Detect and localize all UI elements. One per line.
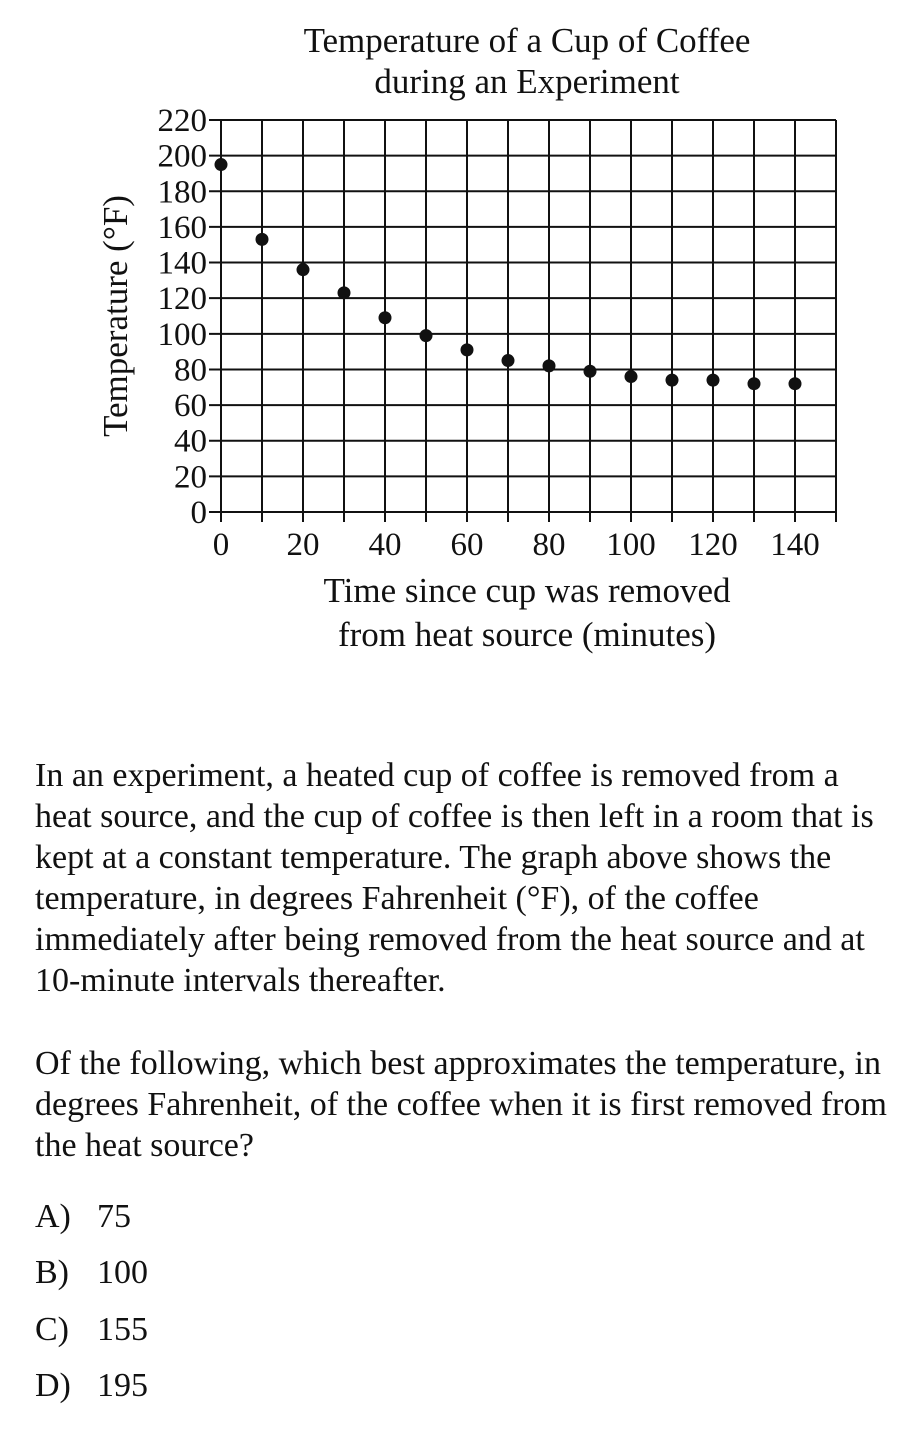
data-point (378, 311, 392, 325)
x-tick-label: 100 (606, 527, 656, 563)
y-tick-label: 140 (158, 246, 208, 282)
data-point (583, 364, 597, 378)
data-point (665, 373, 679, 387)
question-prompt: Of the following, which best approximate… (35, 1045, 887, 1164)
y-axis-label: Temperature (°F) (96, 195, 135, 437)
choice-value: 100 (97, 1254, 148, 1291)
x-tick-label: 140 (770, 527, 820, 563)
answer-choice-d[interactable]: D) 195 (35, 1366, 148, 1406)
y-tick-label: 160 (158, 210, 208, 246)
question-context: In an experiment, a heated cup of coffee… (35, 757, 874, 999)
x-tick-label: 20 (287, 527, 320, 563)
y-tick-label: 180 (158, 174, 208, 210)
y-tick-label: 200 (158, 139, 208, 175)
answer-choice-a[interactable]: A) 75 (35, 1197, 131, 1237)
x-tick-label: 80 (533, 527, 566, 563)
choice-letter: A) (35, 1198, 71, 1235)
y-tick-label: 0 (191, 495, 208, 531)
data-point (788, 377, 802, 391)
data-point (337, 286, 351, 300)
choice-value: 75 (97, 1198, 131, 1235)
y-tick-label: 80 (174, 352, 207, 388)
data-point (747, 377, 761, 391)
data-point (296, 263, 310, 277)
data-point (214, 158, 228, 172)
data-point (542, 359, 556, 373)
x-tick-label: 60 (451, 527, 484, 563)
x-axis-label: from heat source (minutes) (338, 615, 716, 654)
answer-choice-b[interactable]: B) 100 (35, 1253, 148, 1293)
data-point (501, 354, 515, 368)
data-point (419, 329, 433, 343)
data-point (460, 343, 474, 357)
x-tick-label: 40 (369, 527, 402, 563)
y-tick-label: 20 (174, 459, 207, 495)
x-tick-label: 0 (213, 527, 230, 563)
y-tick-label: 60 (174, 388, 207, 424)
chart-title: Temperature of a Cup of Coffee (304, 21, 751, 60)
choice-value: 195 (97, 1367, 148, 1404)
y-tick-label: 220 (158, 103, 208, 139)
y-tick-label: 40 (174, 424, 207, 460)
y-tick-label: 100 (158, 317, 208, 353)
choice-letter: C) (35, 1311, 69, 1348)
choice-letter: B) (35, 1254, 69, 1291)
data-point (706, 373, 720, 387)
y-tick-label: 120 (158, 281, 208, 317)
answer-choice-c[interactable]: C) 155 (35, 1310, 148, 1350)
data-point (255, 232, 269, 246)
x-axis-label: Time since cup was removed (324, 571, 731, 610)
choice-value: 155 (97, 1311, 148, 1348)
chart-title: during an Experiment (374, 62, 679, 101)
choice-letter: D) (35, 1367, 71, 1404)
data-point (624, 370, 638, 384)
x-tick-label: 120 (688, 527, 738, 563)
